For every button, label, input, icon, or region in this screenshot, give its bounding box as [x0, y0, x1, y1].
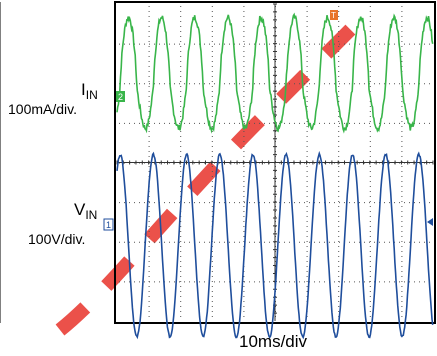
traces [116, 12, 434, 340]
channel-2-marker-icon: 2 [116, 91, 125, 102]
current-scale: 100mA/div. [8, 101, 77, 117]
trigger-marker-icon: T [330, 10, 338, 20]
current-label-main: I [81, 80, 86, 99]
svg-text:2: 2 [118, 92, 123, 102]
svg-text:T: T [331, 11, 336, 20]
trigger-level-icon [427, 218, 433, 226]
current-label: IIN [81, 80, 98, 102]
plot-frame [114, 1, 436, 324]
svg-text:1: 1 [106, 220, 111, 230]
time-scale-label: 10ms/div [239, 332, 308, 351]
voltage-label-main: V [74, 200, 86, 219]
watermark-stroke [55, 15, 365, 336]
graticule [116, 3, 434, 321]
voltage-label-sub: IN [85, 208, 97, 222]
voltage-scale: 100V/div. [28, 231, 85, 247]
voltage-label: VIN [74, 200, 97, 222]
current-label-sub: IN [86, 88, 98, 102]
center-ticks [116, 3, 434, 314]
voltage-trace [116, 150, 434, 340]
current-trace [116, 12, 434, 134]
channel-1-marker-icon: 1 [103, 218, 114, 231]
